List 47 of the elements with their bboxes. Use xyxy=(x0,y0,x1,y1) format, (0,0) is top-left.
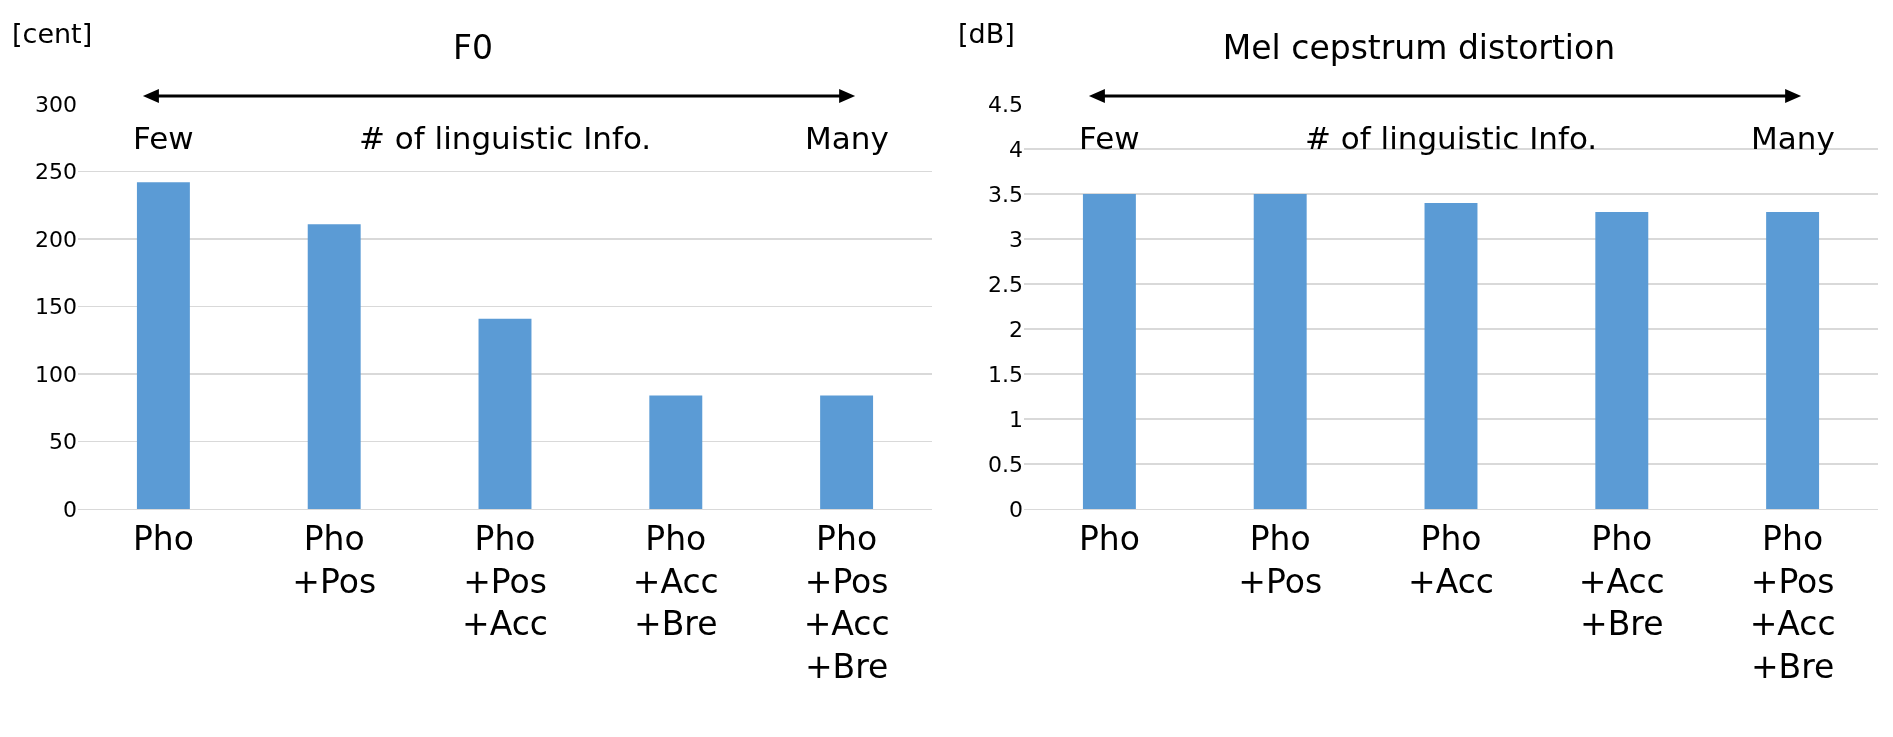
y-tick-label: 2.5 xyxy=(988,271,1023,297)
x-tick-label: Pho +Pos +Acc xyxy=(462,518,548,644)
y-tick-label: 200 xyxy=(35,226,77,252)
y-tick-label: 100 xyxy=(35,361,77,387)
x-tick-label: Pho xyxy=(1078,518,1140,558)
x-tick-label: Pho +Acc xyxy=(1408,518,1494,601)
bar xyxy=(1082,194,1136,509)
x-tick-label: Pho +Pos +Acc +Bre xyxy=(1749,518,1836,687)
y-tick-label: 1.5 xyxy=(988,361,1023,387)
bar xyxy=(820,395,874,509)
bar xyxy=(1424,203,1478,509)
y-axis-title: [cent] xyxy=(12,18,93,49)
bar xyxy=(307,224,361,509)
annotation: Many xyxy=(805,120,889,156)
y-tick-label: 0 xyxy=(63,496,77,522)
bar xyxy=(136,182,190,509)
y-tick-label: 3.5 xyxy=(988,181,1023,207)
x-tick-label: Pho +Acc +Bre xyxy=(1578,518,1665,644)
y-tick-label: 50 xyxy=(49,429,77,455)
y-tick-label: 2 xyxy=(1009,316,1023,342)
y-tick-label: 4 xyxy=(1009,136,1023,162)
annotation: Few xyxy=(1079,120,1140,156)
y-tick-label: 3 xyxy=(1009,226,1023,252)
x-tick-label: Pho +Acc +Bre xyxy=(632,518,719,644)
x-tick-label: Pho +Pos xyxy=(292,518,377,601)
bar xyxy=(1595,212,1649,509)
bar xyxy=(1253,194,1307,509)
x-tick-label: Pho +Pos xyxy=(1238,518,1323,601)
x-tick-label: Pho +Pos +Acc +Bre xyxy=(803,518,890,687)
y-axis-title: [dB] xyxy=(958,18,1015,49)
y-tick-label: 250 xyxy=(35,159,77,185)
y-tick-label: 0 xyxy=(1009,496,1023,522)
annotation: # of linguistic Info. xyxy=(1305,120,1598,156)
y-tick-label: 0.5 xyxy=(988,451,1023,477)
annotation: # of linguistic Info. xyxy=(359,120,652,156)
y-tick-label: 1 xyxy=(1009,406,1023,432)
bar xyxy=(478,318,532,509)
chart-title: F0 xyxy=(453,28,493,68)
bar xyxy=(649,395,703,509)
x-tick-label: Pho xyxy=(132,518,194,558)
annotation: Few xyxy=(133,120,194,156)
bar xyxy=(1766,212,1820,509)
y-tick-label: 4.5 xyxy=(988,91,1023,117)
annotation: Many xyxy=(1751,120,1835,156)
y-tick-label: 150 xyxy=(35,294,77,320)
y-tick-label: 300 xyxy=(35,91,77,117)
chart-title: Mel cepstrum distortion xyxy=(1222,28,1616,68)
